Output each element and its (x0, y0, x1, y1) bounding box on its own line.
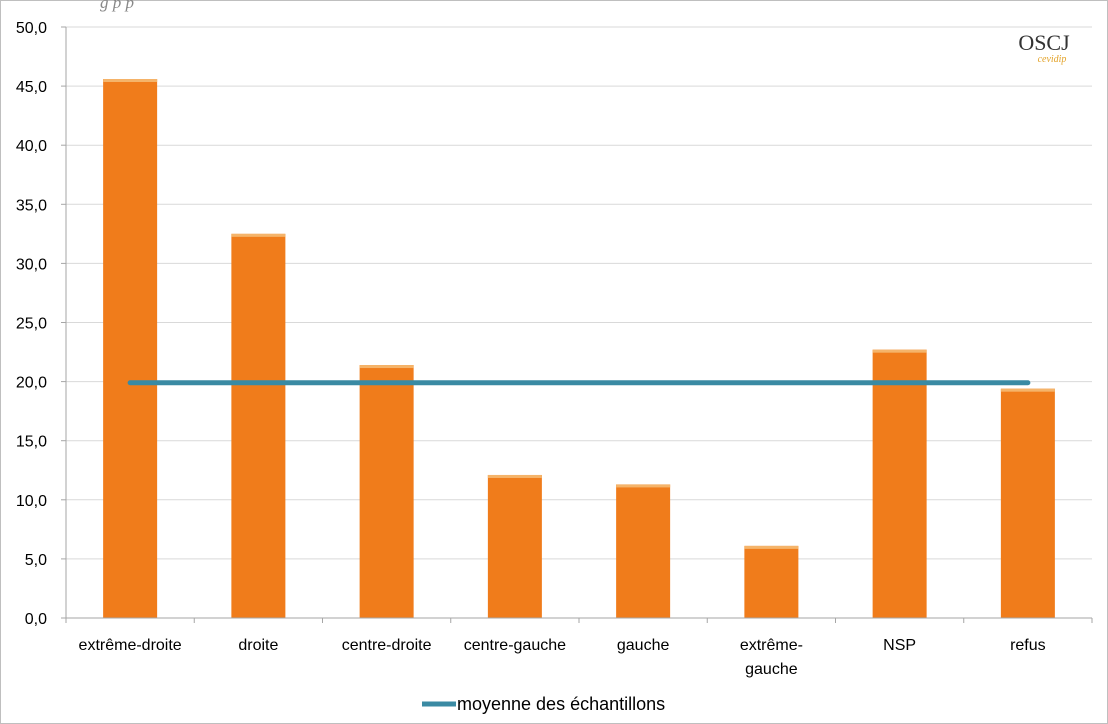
x-category-label: centre-gauche (464, 637, 566, 654)
bar (872, 349, 927, 618)
bar (744, 545, 799, 618)
y-tick-label: 5,0 (25, 552, 47, 569)
y-tick-label: 45,0 (16, 79, 47, 96)
x-category-label: gauche (617, 637, 670, 654)
y-tick-label: 15,0 (16, 434, 47, 451)
bar-highlight (487, 474, 542, 478)
x-category-label: gauche (745, 661, 798, 678)
gridlines (66, 26, 1092, 619)
y-tick-label: 10,0 (16, 493, 47, 510)
bar-highlight (872, 349, 927, 353)
y-axis: 0,0 5,0 10,0 15,0 20,0 25,0 30,0 35,0 40,0 45,0 50… (16, 20, 67, 628)
bar-highlight (744, 545, 799, 549)
x-category-label: NSP (883, 637, 916, 654)
y-tick-label: 40,0 (16, 138, 47, 155)
x-category-label: refus (1010, 637, 1046, 654)
y-tick-label: 50,0 (16, 20, 47, 37)
legend-label: moyenne des échantillons (457, 694, 665, 714)
x-category-label: centre-droite (342, 637, 432, 654)
bar-highlight (1000, 388, 1055, 392)
x-category-label: extrême-droite (79, 637, 182, 654)
y-tick-label: 25,0 (16, 316, 47, 333)
y-tick-label: 0,0 (25, 611, 47, 628)
bar (616, 484, 671, 618)
logo-text: OSCJ (1018, 30, 1070, 55)
bar-highlight (103, 79, 158, 83)
x-category-label: extrême- (740, 637, 803, 654)
logo: OSCJ cevidip (1018, 30, 1070, 65)
clipped-title-fragment: g p p (100, 0, 134, 12)
bar (487, 474, 542, 618)
bar (1000, 388, 1055, 618)
bar (103, 79, 158, 619)
legend: moyenne des échantillons (422, 694, 665, 714)
bar (231, 233, 286, 618)
x-category-label: droite (238, 637, 278, 654)
bar-highlight (616, 484, 671, 488)
bar-highlight (359, 365, 414, 369)
y-tick-label: 35,0 (16, 197, 47, 214)
bar-series (103, 79, 1055, 619)
bar (359, 365, 414, 618)
y-tick-label: 30,0 (16, 256, 47, 273)
bar-highlight (231, 233, 286, 237)
x-axis: extrême-droite droite centre-droite centre-… (65, 617, 1093, 678)
logo-subtext: cevidip (1038, 54, 1067, 65)
y-tick-label: 20,0 (16, 375, 47, 392)
